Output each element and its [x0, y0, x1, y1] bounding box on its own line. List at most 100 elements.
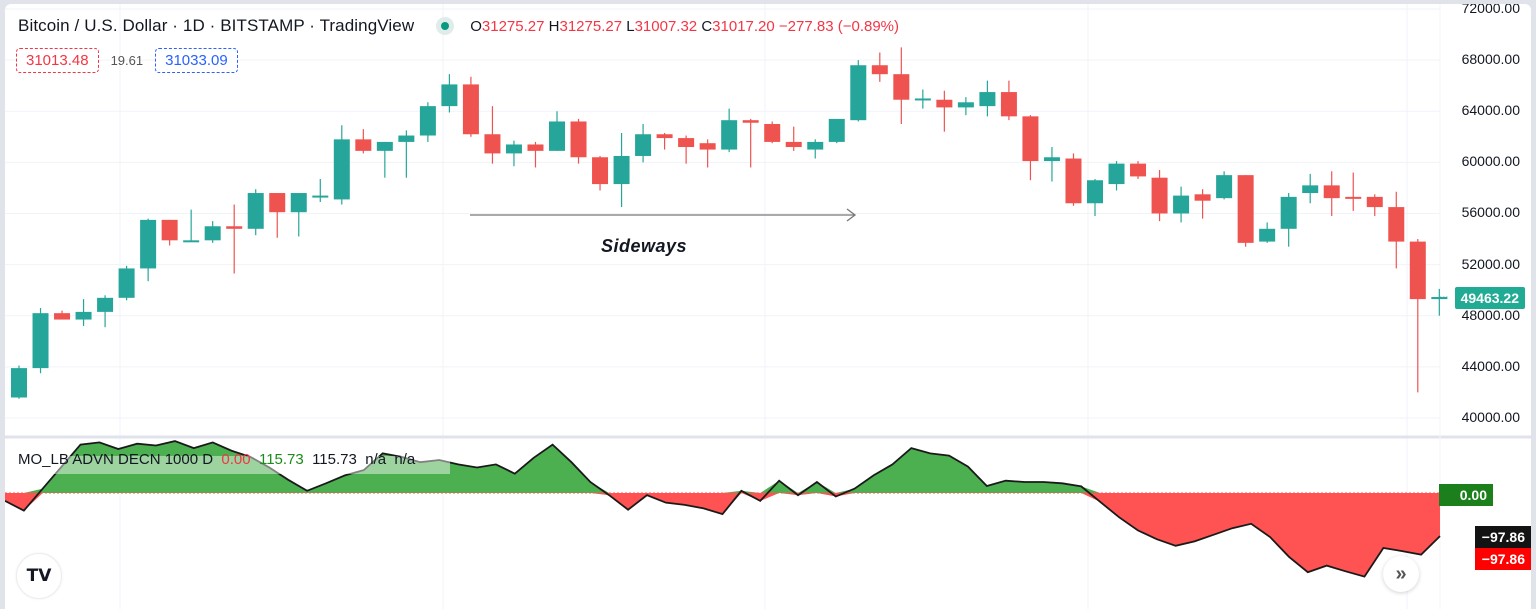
- candle-body: [11, 368, 27, 398]
- candle-body: [893, 74, 910, 100]
- candle-body: [1366, 196, 1383, 208]
- candle-body: [828, 118, 845, 142]
- candle-body: [1259, 228, 1276, 242]
- symbol-title[interactable]: Bitcoin / U.S. Dollar · 1D · BITSTAMP · …: [18, 16, 415, 35]
- ohlc-values: O31275.27 H31275.27 L31007.32 C31017.20 …: [470, 18, 899, 35]
- candle-body: [871, 65, 888, 75]
- open-value: 31275.27: [481, 17, 545, 35]
- candle-body: [1431, 297, 1448, 300]
- candle-body: [419, 106, 436, 136]
- candle-body: [1043, 157, 1060, 162]
- candle-body: [1108, 163, 1125, 185]
- symbol-legend[interactable]: Bitcoin / U.S. Dollar · 1D · BITSTAMP · …: [18, 16, 899, 36]
- low-label: L: [626, 17, 635, 35]
- candle-body: [441, 84, 458, 107]
- candle-body: [1151, 177, 1168, 214]
- candle-body: [721, 120, 738, 150]
- sell-price-button[interactable]: 31013.48: [16, 48, 99, 73]
- price-axis-label: 60000.00: [1461, 153, 1520, 170]
- candle-body: [183, 240, 200, 243]
- price-axis-label: 48000.00: [1461, 306, 1520, 323]
- candle-body: [1130, 163, 1147, 177]
- candle-body: [376, 141, 393, 151]
- buy-price-button[interactable]: 31033.09: [155, 48, 238, 73]
- sideways-annotation[interactable]: Sideways: [601, 236, 688, 256]
- candle-body: [118, 268, 135, 298]
- candle-body: [484, 134, 501, 154]
- price-axis-label: 52000.00: [1461, 255, 1520, 272]
- oscillator-negative-area: [5, 493, 1440, 577]
- candle-body: [570, 121, 587, 158]
- candle-body: [936, 99, 953, 108]
- candle-body: [462, 84, 479, 135]
- buy-sell-row: 31013.48 19.61 31033.09: [16, 48, 238, 73]
- candle-body: [1194, 194, 1211, 201]
- candle-body: [785, 141, 802, 148]
- candle-body: [1237, 175, 1254, 243]
- candle-body: [1173, 195, 1190, 214]
- zero-line-tag: 0.00: [1439, 484, 1493, 506]
- candle-body: [269, 193, 286, 213]
- candle-body: [613, 155, 630, 185]
- close-value: 31017.20: [712, 17, 775, 35]
- candle-body: [204, 226, 221, 241]
- candle-body: [290, 193, 307, 213]
- candle-body: [247, 193, 264, 229]
- oscillator-positive-area: [5, 441, 1440, 493]
- candle-body: [1087, 180, 1103, 204]
- spread-value: 19.61: [110, 53, 144, 68]
- close-label: C: [701, 17, 713, 35]
- market-status-icon[interactable]: [436, 17, 455, 35]
- candle-body: [1409, 241, 1426, 300]
- indicator-value-5: n/a: [394, 451, 416, 468]
- indicator-value-3: 115.73: [312, 451, 357, 468]
- candle-body: [32, 313, 49, 369]
- candle-body: [699, 143, 716, 150]
- candle-body: [592, 157, 609, 185]
- candle-body: [1216, 175, 1233, 199]
- candle-body: [398, 135, 415, 142]
- indicator-value-4: n/a: [365, 451, 387, 468]
- candle-body: [1302, 185, 1319, 194]
- candle-body: [226, 226, 243, 229]
- candle-body: [505, 144, 522, 154]
- open-label: O: [470, 17, 482, 35]
- chart-canvas[interactable]: [5, 4, 1531, 609]
- scroll-to-realtime-button[interactable]: »: [1383, 556, 1419, 592]
- candle-body: [161, 219, 178, 241]
- candle-body: [764, 124, 781, 142]
- candle-body: [333, 139, 350, 200]
- chart-frame[interactable]: Bitcoin / U.S. Dollar · 1D · BITSTAMP · …: [5, 4, 1531, 609]
- tradingview-logo-icon[interactable]: TV: [16, 553, 62, 599]
- low-value: 31007.32: [634, 17, 698, 35]
- candle-body: [678, 138, 695, 148]
- indicator-legend[interactable]: MO_LB ADVN DECN 1000 D 0.00 115.73 115.7…: [18, 451, 415, 468]
- candle-body: [979, 92, 996, 107]
- candle-body: [97, 297, 114, 312]
- candle-body: [957, 102, 974, 108]
- price-axis-label: 40000.00: [1461, 408, 1520, 425]
- indicator-value-tag: −97.86: [1475, 526, 1531, 548]
- candle-body: [635, 134, 652, 156]
- indicator-name[interactable]: MO_LB ADVN DECN 1000 D: [18, 451, 214, 468]
- legend-backdrop: [45, 456, 450, 474]
- candle-body: [656, 134, 673, 139]
- arrow-head-icon: [846, 208, 857, 222]
- high-value: 31275.27: [559, 17, 623, 35]
- candle-body: [75, 311, 92, 320]
- candle-body: [1280, 196, 1297, 229]
- candle-body: [1065, 158, 1082, 204]
- candle-body: [312, 195, 329, 198]
- candle-body: [54, 313, 71, 320]
- indicator-value-2: 115.73: [258, 451, 304, 468]
- candle-body: [807, 141, 824, 150]
- candle-body: [355, 139, 372, 151]
- last-price-tag: 49463.22: [1454, 287, 1525, 309]
- candle-body: [850, 65, 867, 121]
- price-axis-label: 44000.00: [1461, 357, 1520, 374]
- high-label: H: [548, 17, 560, 35]
- oscillator-line: [5, 440, 1441, 578]
- price-axis-label: 68000.00: [1461, 51, 1520, 68]
- candle-body: [1022, 116, 1039, 162]
- candle-body: [914, 98, 931, 101]
